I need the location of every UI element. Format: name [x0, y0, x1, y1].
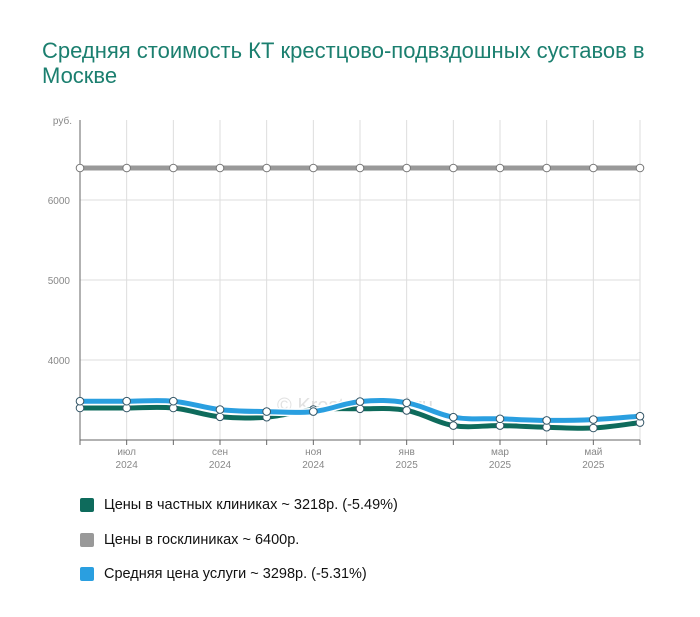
data-point [75, 163, 85, 173]
data-point [635, 411, 645, 421]
y-unit-label: руб. [53, 115, 72, 127]
x-tick-label-year: 2024 [209, 460, 232, 471]
legend-swatch-public [80, 532, 94, 547]
data-point [262, 407, 271, 416]
legend-swatch-private [80, 498, 94, 513]
y-axis: 4000 5000 6000 руб. [48, 115, 81, 440]
data-point [449, 412, 458, 422]
data-point [169, 396, 178, 406]
x-tick-label-month: сен [212, 447, 228, 458]
data-point [215, 163, 225, 173]
data-point [495, 163, 505, 173]
chart-grid [79, 120, 641, 440]
data-point [122, 163, 131, 173]
data-point [355, 404, 365, 414]
legend-label-public: Цены в госклиниках ~ 6400р. [104, 531, 300, 548]
legend-label-average: Средняя цена услуги ~ 3298р. (-5.31%) [104, 566, 367, 583]
data-point [449, 163, 458, 173]
data-point [589, 415, 598, 424]
series-2 [75, 396, 645, 425]
data-point [635, 163, 645, 173]
x-tick-label-year: 2024 [116, 460, 139, 471]
y-tick-label: 6000 [48, 196, 71, 207]
data-point [122, 396, 131, 406]
legend-swatch-average [80, 567, 94, 582]
series-0 [75, 163, 645, 173]
x-tick-label-month: июл [117, 447, 136, 458]
legend-item-public[interactable]: Цены в госклиниках ~ 6400р. [80, 523, 398, 558]
line-chart: 4000 5000 6000 руб. июл 2024 сен 2024 ноя 2024 ян… [48, 115, 645, 471]
legend-item-average[interactable]: Средняя цена услуги ~ 3298р. (-5.31%) [80, 557, 398, 592]
legend-item-private[interactable]: Цены в частных клиниках ~ 3218р. (-5.49%… [80, 488, 398, 523]
chart-title: Средняя стоимость КТ крестцово-подвздошн… [42, 38, 645, 88]
data-point [309, 163, 318, 173]
chart-series [75, 163, 645, 433]
data-point [402, 398, 411, 408]
data-point [589, 423, 598, 433]
x-tick-label-month: мар [491, 447, 509, 458]
data-point [309, 407, 318, 416]
legend-label-private: Цены в частных клиниках ~ 3218р. (-5.49%… [104, 497, 398, 514]
data-point [449, 421, 458, 430]
data-point [169, 163, 178, 173]
x-tick-label-year: 2025 [582, 460, 605, 471]
data-point [542, 416, 551, 425]
y-tick-label: 5000 [48, 276, 71, 287]
data-point [262, 163, 271, 173]
x-tick-label-year: 2025 [396, 460, 419, 471]
chart-legend: Цены в частных клиниках ~ 3218р. (-5.49%… [80, 488, 398, 592]
data-point [355, 163, 365, 173]
data-point [542, 163, 551, 173]
x-tick-label-month: янв [399, 447, 415, 458]
x-tick-label-month: май [584, 447, 602, 458]
x-tick-label-month: ноя [305, 447, 322, 458]
data-point [589, 163, 598, 173]
data-point [215, 405, 225, 414]
data-point [402, 406, 411, 415]
series-1 [75, 403, 645, 433]
y-tick-label: 4000 [48, 356, 71, 367]
data-point [402, 163, 411, 173]
data-point [215, 412, 225, 422]
data-point [355, 397, 365, 406]
x-tick-label-year: 2024 [302, 460, 325, 471]
data-point [495, 414, 505, 424]
data-point [75, 396, 85, 406]
x-tick-label-year: 2025 [489, 460, 512, 471]
x-axis: июл 2024 сен 2024 ноя 2024 янв 2025 мар 2025 май 20… [79, 439, 641, 471]
